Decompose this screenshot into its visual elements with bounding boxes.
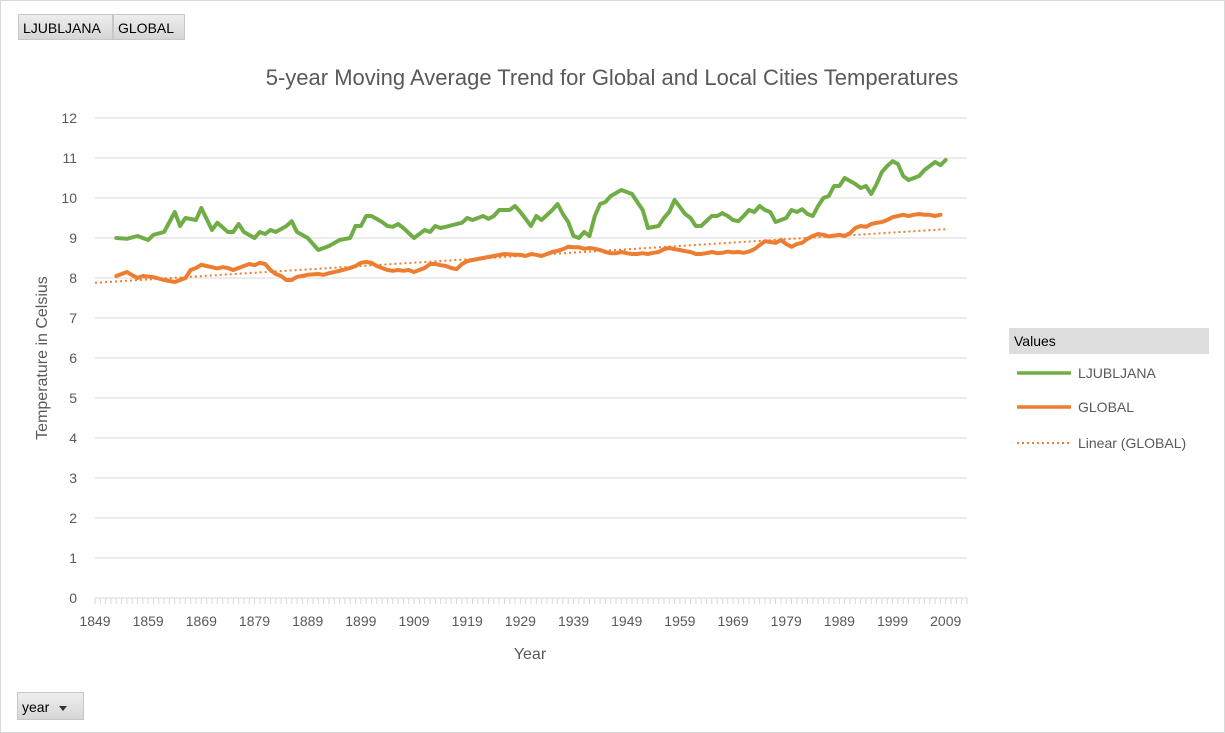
filter-button-ljubljana[interactable]: LJUBLJANA (18, 14, 113, 40)
y-axis-title: Temperature in Celsius (34, 276, 51, 440)
gridlines (95, 117, 967, 559)
y-tick-label: 1 (69, 550, 77, 566)
x-tick-label: 1879 (239, 613, 270, 629)
y-tick-label: 2 (69, 510, 77, 526)
y-tick-label: 10 (61, 190, 77, 206)
legend-label-trend: Linear (GLOBAL) (1078, 435, 1186, 451)
legend-header-bg (1009, 328, 1209, 354)
series-lines (94, 158, 948, 284)
y-tick-label: 4 (69, 430, 77, 446)
y-tick-label: 9 (69, 230, 77, 246)
legend-header: Values (1014, 333, 1056, 349)
legend-label-global: GLOBAL (1078, 399, 1134, 415)
series-linear-global (94, 228, 946, 284)
x-tick-label: 1939 (558, 613, 589, 629)
year-field-label: year (22, 699, 50, 715)
x-tick-label: 1929 (505, 613, 536, 629)
x-tick-label: 1959 (664, 613, 695, 629)
filter-button-global[interactable]: GLOBAL (113, 14, 185, 40)
chart-title: 5-year Moving Average Trend for Global a… (266, 65, 959, 90)
legend-label-ljubljana: LJUBLJANA (1078, 365, 1156, 381)
x-tick-label: 1909 (398, 613, 429, 629)
series-global (114, 212, 943, 284)
x-tick-label: 2009 (930, 613, 961, 629)
x-tick-label: 1979 (771, 613, 802, 629)
x-axis: 1849 1859 1869 1879 1889 1899 1909 1919 1929 1939… (79, 597, 968, 629)
x-tick-label: 1899 (345, 613, 376, 629)
y-tick-label: 7 (69, 310, 77, 326)
chevron-down-icon (59, 705, 68, 711)
x-tick-label: 1849 (79, 613, 110, 629)
x-tick-label: 1969 (717, 613, 748, 629)
x-tick-label: 1989 (824, 613, 855, 629)
x-tick-label: 1869 (186, 613, 217, 629)
y-tick-label: 11 (62, 150, 77, 166)
x-tick-label: 1999 (877, 613, 908, 629)
year-field-button[interactable]: year (17, 692, 84, 720)
y-tick-label: 6 (69, 350, 77, 366)
x-tick-label: 1889 (292, 613, 323, 629)
x-tick-label: 1919 (452, 613, 483, 629)
x-tick-label: 1859 (133, 613, 164, 629)
x-tick-label: 1949 (611, 613, 642, 629)
y-tick-label: 5 (69, 390, 77, 406)
series-ljubljana (114, 158, 948, 252)
x-axis-title: Year (514, 646, 547, 663)
legend: Values LJUBLJANA GLOBAL Linear (GLOBAL) (1009, 328, 1209, 451)
y-tick-label: 8 (69, 270, 77, 286)
y-tick-label: 12 (61, 110, 77, 126)
y-tick-label: 0 (69, 590, 77, 606)
y-tick-label: 3 (69, 470, 77, 486)
